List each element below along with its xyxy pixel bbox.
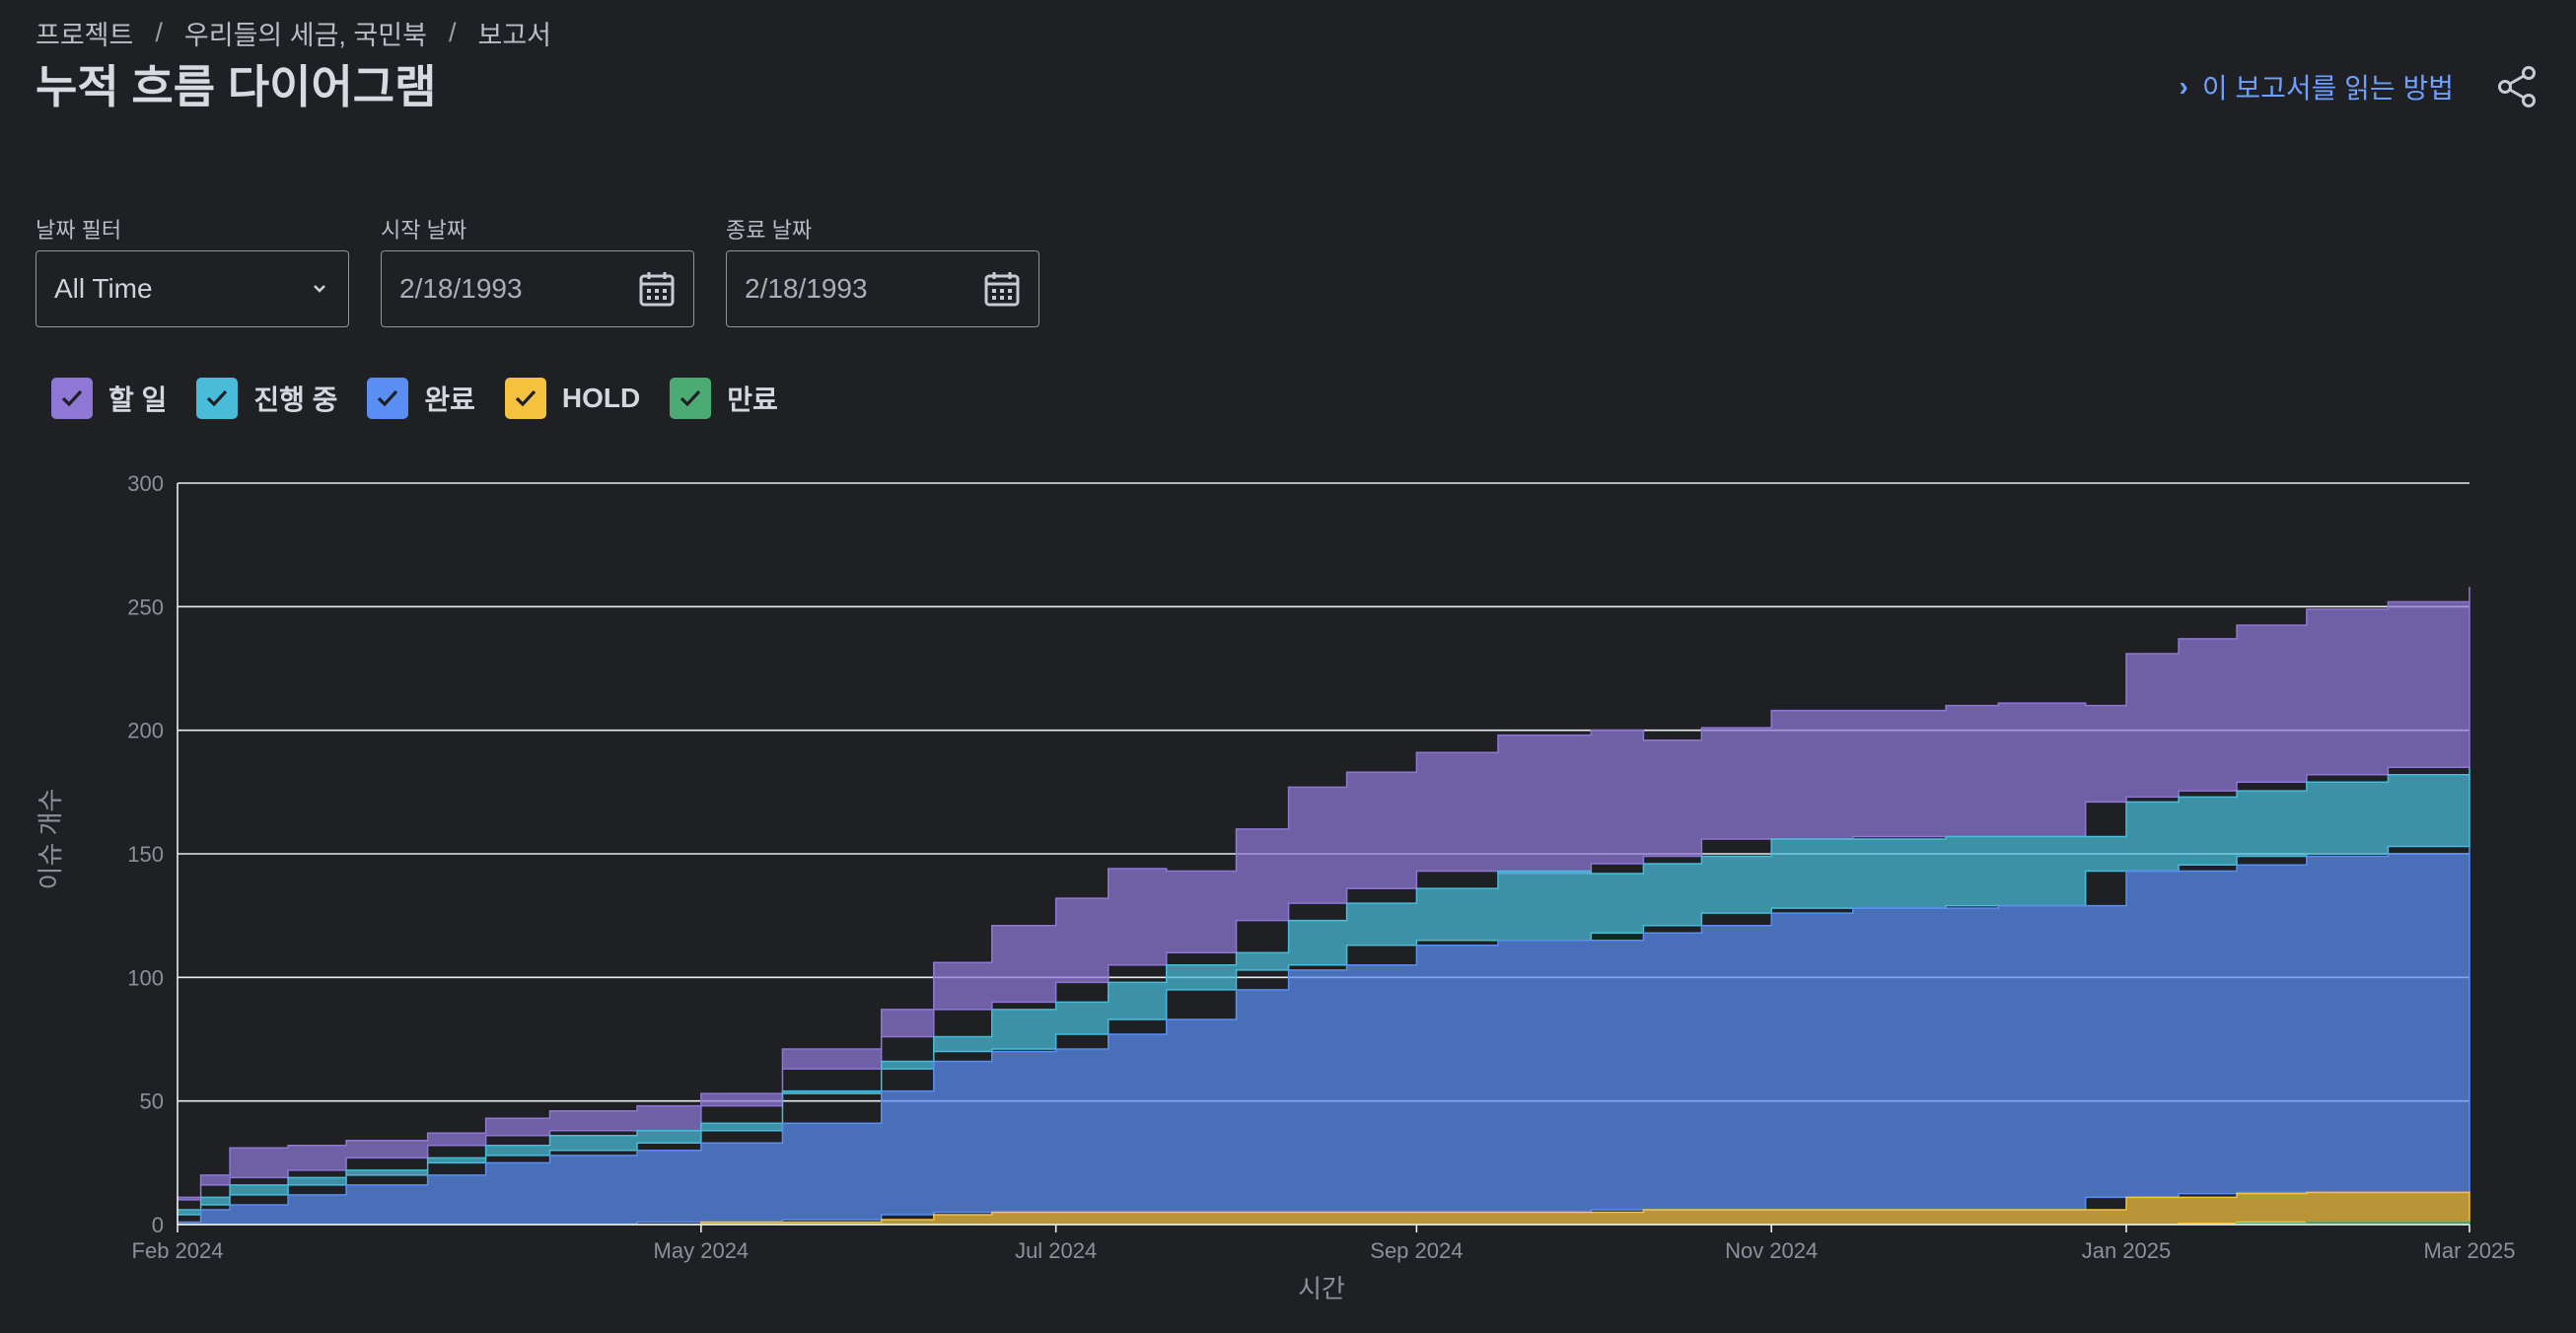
calendar-icon[interactable] bbox=[638, 270, 676, 308]
checkbox-checked-icon[interactable] bbox=[367, 378, 409, 419]
x-tick-label: Jul 2024 bbox=[1015, 1238, 1097, 1263]
legend-label: 할 일 bbox=[108, 385, 168, 415]
x-tick-label: Sep 2024 bbox=[1370, 1238, 1463, 1263]
checkbox-checked-icon[interactable] bbox=[51, 378, 93, 419]
y-tick-label: 250 bbox=[127, 595, 164, 619]
cumulative-flow-chart: 0 50 100 150 200 250 300 Feb 2024 May 2024 Jul 20… bbox=[36, 471, 2516, 1303]
checkbox-checked-icon[interactable] bbox=[504, 378, 546, 419]
legend-label: 진행 중 bbox=[253, 385, 338, 415]
legend: 할 일 진행 중 완료 HOLD 만료 bbox=[51, 378, 778, 419]
date-filter-field: 날짜 필터 All Time bbox=[36, 213, 349, 327]
y-tick-label: 150 bbox=[127, 842, 164, 867]
breadcrumb: 프로젝트 / 우리들의 세금, 국민북 / 보고서 bbox=[36, 14, 551, 52]
share-button[interactable] bbox=[2493, 63, 2540, 110]
y-tick-label: 0 bbox=[152, 1213, 164, 1237]
end-date-value: 2/18/1993 bbox=[745, 273, 868, 304]
start-date-field: 시작 날짜 2/18/1993 bbox=[381, 213, 694, 327]
x-tick-label: May 2024 bbox=[654, 1238, 750, 1263]
date-filter-label: 날짜 필터 bbox=[36, 218, 122, 243]
legend-item-in-progress[interactable]: 진행 중 bbox=[196, 378, 337, 419]
filter-bar: 날짜 필터 All Time 시작 날짜 2/18/1993 종료 날짜 2/1… bbox=[36, 213, 1039, 327]
how-to-read-label: 이 보고서를 읽는 방법 bbox=[2201, 73, 2454, 104]
calendar-icon[interactable] bbox=[983, 270, 1021, 308]
legend-item-todo[interactable]: 할 일 bbox=[51, 378, 167, 419]
checkbox-checked-icon[interactable] bbox=[196, 378, 239, 419]
start-date-label: 시작 날짜 bbox=[381, 218, 467, 243]
breadcrumb-item-project[interactable]: 프로젝트 bbox=[36, 21, 134, 50]
checkbox-checked-icon[interactable] bbox=[670, 378, 712, 419]
x-tick-label: Feb 2024 bbox=[132, 1238, 224, 1263]
legend-label: 완료 bbox=[424, 385, 475, 415]
y-tick-label: 200 bbox=[127, 719, 164, 743]
breadcrumb-separator: / bbox=[155, 18, 163, 47]
date-filter-select[interactable]: All Time bbox=[36, 250, 349, 327]
legend-item-hold[interactable]: HOLD bbox=[504, 378, 641, 419]
legend-item-expired[interactable]: 만료 bbox=[670, 378, 778, 419]
y-tick-label: 100 bbox=[127, 965, 164, 990]
legend-item-done[interactable]: 완료 bbox=[367, 378, 475, 419]
y-tick-label: 50 bbox=[140, 1089, 164, 1114]
x-tick-label: Nov 2024 bbox=[1725, 1238, 1818, 1263]
legend-label: 만료 bbox=[727, 385, 778, 415]
breadcrumb-item-reports[interactable]: 보고서 bbox=[477, 21, 552, 50]
breadcrumb-item-project-name[interactable]: 우리들의 세금, 국민북 bbox=[183, 21, 427, 50]
chevron-right-icon: › bbox=[2179, 71, 2188, 102]
area-series-todo bbox=[177, 587, 2470, 1215]
x-tick-label: Jan 2025 bbox=[2082, 1238, 2172, 1263]
breadcrumb-separator: / bbox=[448, 18, 457, 47]
how-to-read-link[interactable]: › 이 보고서를 읽는 방법 bbox=[2179, 67, 2454, 106]
date-filter-value: All Time bbox=[54, 273, 153, 304]
end-date-field: 종료 날짜 2/18/1993 bbox=[726, 213, 1039, 327]
end-date-label: 종료 날짜 bbox=[726, 218, 813, 243]
page-title: 누적 흐름 다이어그램 bbox=[36, 61, 437, 112]
legend-label: HOLD bbox=[561, 383, 641, 413]
x-axis-label: 시간 bbox=[1298, 1274, 1345, 1303]
y-axis-label: 이슈 개수 bbox=[36, 789, 65, 890]
area-series-in-progress bbox=[177, 767, 2470, 1223]
y-tick-label: 300 bbox=[127, 471, 164, 496]
x-tick-label: Mar 2025 bbox=[2424, 1238, 2516, 1263]
start-date-input[interactable]: 2/18/1993 bbox=[381, 250, 694, 327]
start-date-value: 2/18/1993 bbox=[399, 273, 523, 304]
share-icon bbox=[2498, 66, 2536, 107]
end-date-input[interactable]: 2/18/1993 bbox=[726, 250, 1039, 327]
chevron-down-icon bbox=[314, 285, 325, 293]
